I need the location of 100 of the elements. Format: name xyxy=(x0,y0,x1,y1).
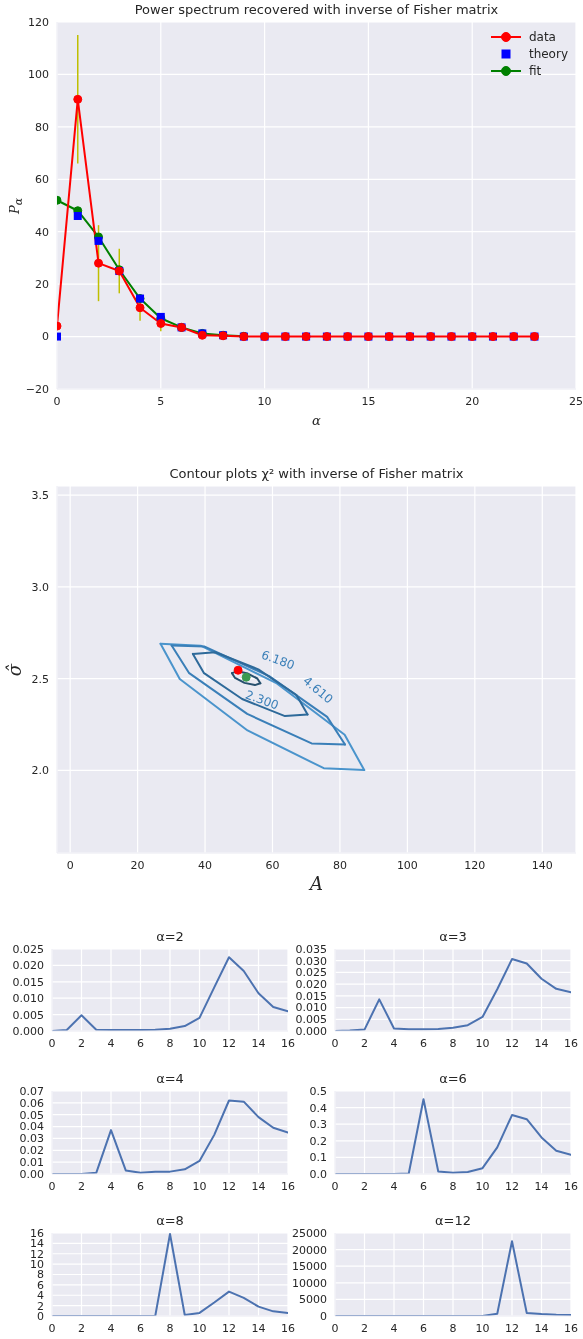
y-tick-label: 0.010 xyxy=(12,992,44,1006)
y-tick-label: 60 xyxy=(35,173,49,187)
x-tick-label: 10 xyxy=(257,394,272,408)
x-tick-label: 2 xyxy=(78,1321,85,1335)
x-tick-label: 20 xyxy=(130,858,145,872)
x-tick-label: 5 xyxy=(157,394,165,408)
y-tick-label: 0.005 xyxy=(12,1008,44,1022)
annotation: 2.300 xyxy=(243,687,281,713)
y-tick-label: 0.010 xyxy=(295,1001,327,1015)
x-tick-label: 10 xyxy=(475,1321,490,1335)
x-tick-label: 12 xyxy=(505,1179,519,1193)
x-tick-label: 0 xyxy=(331,1036,339,1050)
y-tick-label: 0.06 xyxy=(19,1096,44,1110)
x-tick-label: 10 xyxy=(192,1321,207,1335)
y-tick-label: 0.025 xyxy=(295,966,327,980)
y-tick-label: 3.5 xyxy=(31,489,49,503)
x-tick-label: 2 xyxy=(361,1321,368,1335)
y-tick-label: 0.035 xyxy=(295,942,327,956)
y-tick-label: 0.5 xyxy=(309,1084,327,1098)
y-tick-label: 120 xyxy=(28,15,49,29)
x-tick-label: 0 xyxy=(53,394,61,408)
x-axis-title: α xyxy=(311,413,322,428)
y-tick-label: 0.03 xyxy=(19,1132,44,1146)
y-tick-label: 2.5 xyxy=(31,672,49,686)
y-tick-label: 0.00 xyxy=(19,1167,44,1181)
y-tick-label: 100 xyxy=(28,68,49,82)
chart-title: α=2 xyxy=(155,929,185,944)
x-tick-label: 14 xyxy=(534,1179,549,1193)
y-tick-label: 0.000 xyxy=(12,1024,44,1038)
y-tick-label: 2.0 xyxy=(31,764,49,778)
y-tick-label: 0.030 xyxy=(295,954,327,968)
y-tick-label: 0.000 xyxy=(295,1024,327,1038)
x-tick-label: 12 xyxy=(505,1036,519,1050)
x-tick-label: 4 xyxy=(107,1036,115,1050)
x-tick-label: 4 xyxy=(390,1321,398,1335)
annotation: 6.180 xyxy=(259,647,297,673)
x-tick-label: 16 xyxy=(564,1036,578,1050)
x-tick-label: 0 xyxy=(331,1321,339,1335)
x-tick-label: 120 xyxy=(464,858,486,872)
x-tick-label: 8 xyxy=(449,1179,457,1193)
y-tick-label: 40 xyxy=(35,225,49,239)
x-tick-label: 6 xyxy=(420,1036,427,1050)
legend-label: fit xyxy=(528,63,542,78)
y-tick-label: 5000 xyxy=(299,1293,327,1307)
x-tick-label: 10 xyxy=(475,1036,490,1050)
y-tick-label: 20000 xyxy=(292,1243,327,1257)
y-tick-label: 0.2 xyxy=(309,1134,327,1148)
x-tick-label: 4 xyxy=(107,1321,115,1335)
x-tick-label: 20 xyxy=(465,394,480,408)
x-tick-label: 100 xyxy=(396,858,418,872)
y-tick-label: 16 xyxy=(30,1226,44,1240)
x-tick-label: 10 xyxy=(192,1179,207,1193)
x-tick-label: 6 xyxy=(137,1036,144,1050)
x-tick-label: 10 xyxy=(475,1179,490,1193)
x-tick-label: 40 xyxy=(198,858,213,872)
y-tick-label: 80 xyxy=(35,120,49,134)
y-tick-label: 0.1 xyxy=(309,1151,327,1165)
y-tick-label: 0.020 xyxy=(295,978,327,992)
legend-label: theory xyxy=(528,46,568,61)
y-tick-label: 0.015 xyxy=(295,989,327,1003)
x-tick-label: 8 xyxy=(166,1321,174,1335)
y-tick-label: 0.4 xyxy=(309,1101,327,1115)
x-tick-label: 60 xyxy=(265,858,280,872)
y-tick-label: 0.04 xyxy=(19,1120,44,1134)
y-tick-label: 25000 xyxy=(292,1226,327,1240)
y-axis-title: σ̂ xyxy=(3,663,25,676)
x-tick-label: 14 xyxy=(534,1036,549,1050)
y-tick-label: 0.015 xyxy=(12,975,44,989)
x-tick-label: 2 xyxy=(361,1036,368,1050)
y-tick-label: 0 xyxy=(42,330,49,344)
y-tick-label: 0 xyxy=(320,1309,327,1323)
x-tick-label: 2 xyxy=(78,1036,85,1050)
chart-title: α=4 xyxy=(155,1071,185,1086)
y-tick-label: 0.005 xyxy=(295,1013,327,1027)
x-tick-label: 2 xyxy=(361,1179,368,1193)
x-tick-label: 6 xyxy=(137,1321,144,1335)
x-tick-label: 12 xyxy=(222,1179,236,1193)
chart-title: Power spectrum recovered with inverse of Fisher matrix xyxy=(133,2,500,17)
y-tick-label: 0.0 xyxy=(309,1167,327,1181)
x-tick-label: 0 xyxy=(331,1179,339,1193)
x-tick-label: 4 xyxy=(390,1036,398,1050)
x-tick-label: 6 xyxy=(420,1179,427,1193)
x-tick-label: 14 xyxy=(534,1321,549,1335)
y-tick-label: 3.0 xyxy=(31,580,49,594)
y-tick-label: 0.01 xyxy=(19,1156,44,1170)
x-axis-title: A xyxy=(307,873,324,894)
x-tick-label: 12 xyxy=(222,1321,236,1335)
x-tick-label: 16 xyxy=(281,1321,295,1335)
x-tick-label: 14 xyxy=(251,1179,266,1193)
x-tick-label: 12 xyxy=(505,1321,519,1335)
x-tick-label: 8 xyxy=(166,1036,174,1050)
y-tick-label: 0.3 xyxy=(309,1118,327,1132)
y-tick-label: 15000 xyxy=(292,1260,327,1274)
x-tick-label: 14 xyxy=(251,1321,266,1335)
y-tick-label: 10000 xyxy=(292,1276,327,1290)
x-tick-label: 16 xyxy=(281,1036,295,1050)
x-tick-label: 6 xyxy=(420,1321,427,1335)
x-tick-label: 12 xyxy=(222,1036,236,1050)
y-tick-label: 0.02 xyxy=(19,1144,44,1158)
x-tick-label: 10 xyxy=(192,1036,207,1050)
